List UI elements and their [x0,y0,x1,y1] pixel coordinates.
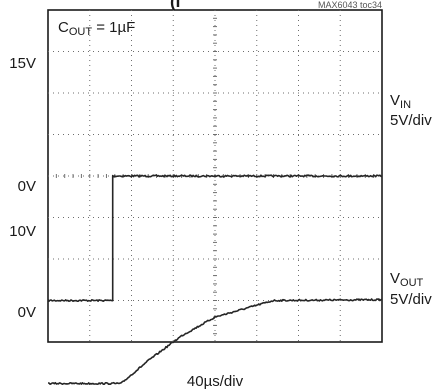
chart-title-partial: (Ι [170,0,180,11]
vin-trace [47,174,383,302]
x-axis-label: 40µs/div [187,373,244,390]
capacitance-annotation: COUT = 1µF [58,19,135,38]
vin-tick-0v: 0V [18,178,36,195]
vin-label: VIN [390,92,411,111]
vout-tick-10v: 10V [9,223,36,240]
vin-tick-15v: 15V [9,55,36,72]
vout-tick-0v: 0V [18,304,36,321]
vout-label: VOUT [390,270,424,289]
vout-scale: 5V/div [390,291,432,308]
traces [47,174,383,385]
vin-scale: 5V/div [390,112,432,129]
reference-code: MAX6043 toc34 [318,0,382,10]
vout-trace [48,298,383,385]
